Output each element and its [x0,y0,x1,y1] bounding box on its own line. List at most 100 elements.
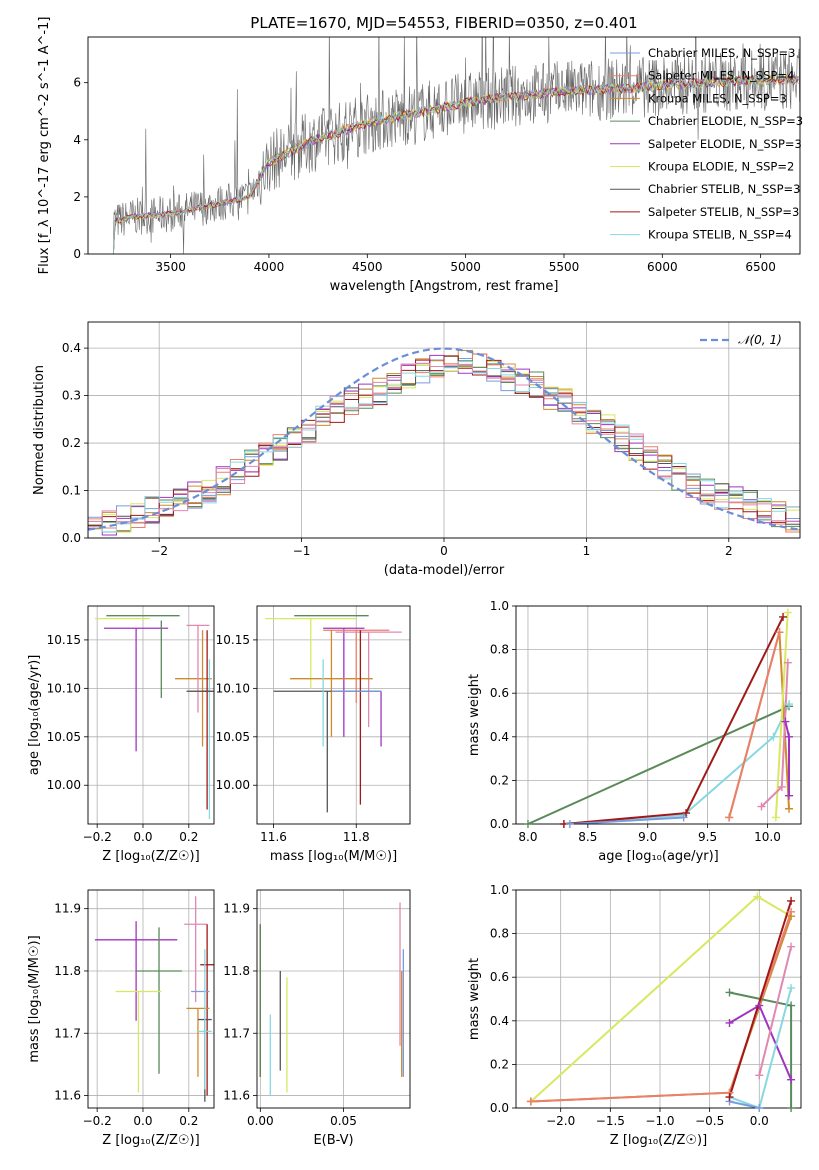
x-tick-label: 10.0 [754,830,781,844]
x-tick-label: 6000 [647,260,678,274]
mass-vs-Z-ylabel: mass [log₁₀(M/M☉)] [27,935,42,1062]
x-tick-label: 11.8 [343,830,370,844]
spectrum-plot-area [111,37,800,254]
legend-entry: Chabrier ELODIE, N_SSP=3 [648,114,803,128]
mass-weight-marker [725,813,734,822]
spectrum-line [111,74,799,254]
x-tick-label: −2 [150,544,168,558]
x-tick-label: 0.05 [330,1114,357,1128]
spectrum-ylabel: Flux [f_λ 10^-17 erg cm^-2 s^-1 A^-1] [37,17,52,275]
y-tick-label: 0.2 [490,773,509,787]
y-tick-label: 0.3 [62,389,81,403]
y-tick-label: 0.4 [62,341,81,355]
legend-entry: Chabrier STELIB, N_SSP=3 [648,182,800,196]
y-tick-label: 0.8 [490,643,509,657]
y-tick-label: 11.6 [223,1089,250,1103]
mass-weight-marker [755,1071,764,1080]
y-tick-label: 10.10 [47,681,81,695]
mass-weight-marker [753,892,762,901]
mass-weight-vs-age-ylabel: mass weight [467,674,482,756]
age-vs-Z-frame [87,605,215,825]
y-tick-label: 0.1 [62,484,81,498]
y-tick-label: 0.2 [62,436,81,450]
spectrum-line [111,74,799,254]
age-vs-mass-plot-area [265,615,402,813]
x-tick-label: 6500 [745,260,776,274]
mass-weight-marker [725,1093,734,1102]
y-tick-label: 0.6 [490,686,509,700]
x-tick-label: −0.5 [695,1114,724,1128]
mass-weight-line [530,895,792,1103]
age-vs-Z-ylabel: age [log₁₀(age/yr)] [27,655,42,776]
mass-weight-line [728,900,793,1098]
legend-entry: Kroupa ELODIE, N_SSP=2 [648,160,794,174]
mass-weight-marker [526,1097,535,1106]
x-tick-label: 0.0 [133,830,152,844]
x-tick-label: 1 [583,544,591,558]
y-tick-label: 4 [73,133,81,147]
x-tick-label: −1.5 [596,1114,625,1128]
y-tick-label: 11.8 [223,964,250,978]
y-tick-label: 1.0 [490,599,509,613]
y-tick-label: 10.15 [216,633,250,647]
y-tick-label: 11.8 [54,964,81,978]
age-vs-mass-xlabel: mass [log₁₀(M/M☉)] [270,849,397,864]
mass-weight-marker [725,988,734,997]
y-tick-label: 0.8 [490,927,509,941]
mass-weight-marker [787,984,796,993]
x-tick-label: 0.2 [179,830,198,844]
mass-weight-marker [783,658,792,667]
age-vs-Z-plot-area [94,615,214,820]
y-tick-label: 0.0 [490,817,509,831]
mass-weight-vs-age-xlabel: age [log₁₀(age/yr)] [598,849,719,864]
x-tick-label: 5500 [549,260,580,274]
x-tick-label: 0.00 [247,1114,274,1128]
age-vs-Z-panel: −0.2 0.0 0.2 10.00 10.05 10.10 10.15 Z [log₁₀(Z… [27,605,215,864]
mass-weight-marker [769,732,778,741]
spectrum-xlabel: wavelength [Angstrom, rest frame] [330,279,559,294]
mass-weight-marker [781,717,790,726]
age-vs-mass-frame [256,605,411,825]
x-tick-label: 8.5 [578,830,597,844]
residuals-frame [87,321,801,539]
y-tick-label: 11.6 [54,1089,81,1103]
mass-weight-marker [787,1001,796,1010]
mass-weight-marker [787,907,796,916]
mass-weight-marker [787,942,796,951]
y-tick-label: 0.0 [490,1101,509,1115]
mass-weight-vs-Z-plot-area [530,895,793,1108]
mass-weight-marker [779,612,788,621]
y-tick-label: 10.15 [47,633,81,647]
x-tick-label: −1.0 [645,1114,674,1128]
residuals-panel: −2 −1 0 1 2 0.0 0.1 0.2 0.3 0.4 (data-model)/error… [32,321,801,578]
mass-weight-marker [523,820,532,828]
spectrum-panel: 3500 4000 4500 5000 5500 6000 6500 0 2 4 6 waveleng… [37,17,803,294]
mass-weight-vs-age-plot-area [527,612,790,824]
y-tick-label: 6 [73,76,81,90]
mass-weight-marker [787,896,796,905]
mass-vs-ebv-xlabel: E(B-V) [313,1133,353,1148]
x-tick-label: 0 [440,544,448,558]
mass-weight-marker [565,820,574,828]
y-tick-label: 10.10 [216,681,250,695]
x-tick-label: 5000 [450,260,481,274]
mass-weight-marker [785,700,794,709]
residuals-xlabel: (data-model)/error [384,563,505,578]
legend-entry: Salpeter ELODIE, N_SSP=3 [648,137,802,151]
normal-curve [88,347,800,531]
x-tick-label: 4500 [352,260,383,274]
mass-weight-line [729,1100,760,1108]
mass-weight-marker [785,804,794,813]
mass-weight-marker [775,628,784,637]
mass-weight-line [774,612,789,818]
mass-weight-marker [787,1075,796,1084]
x-tick-label: −2.0 [546,1114,575,1128]
mass-weight-marker [755,1001,764,1010]
x-tick-label: 0.2 [179,1114,198,1128]
mass-weight-marker [755,1104,764,1112]
mass-weight-vs-Z-ylabel: mass weight [467,958,482,1040]
y-tick-label: 0.0 [62,531,81,545]
figure-title: PLATE=1670, MJD=54553, FIBERID=0350, z=0… [250,14,637,32]
y-tick-label: 10.05 [216,730,250,744]
mass-weight-marker [777,782,786,791]
